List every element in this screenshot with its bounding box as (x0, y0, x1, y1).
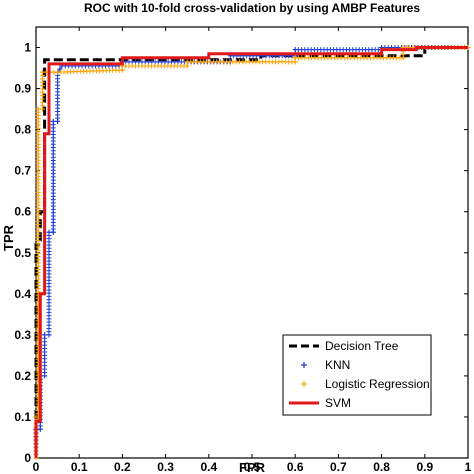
x-tick-label: 0.9 (416, 460, 433, 474)
y-tick-label: 0.5 (14, 246, 31, 260)
chart-title: ROC with 10-fold cross-validation by usi… (84, 1, 420, 15)
series-layer (33, 45, 471, 461)
y-tick-label: 0.7 (14, 164, 31, 178)
y-tick-label: 0.3 (14, 328, 31, 342)
legend-swatch (301, 381, 307, 387)
series-line (34, 46, 468, 458)
series-marker (46, 229, 52, 235)
x-tick-label: 0.7 (330, 460, 347, 474)
x-tick-label: 0.3 (157, 460, 174, 474)
series-marker (50, 118, 56, 124)
x-tick-label: 0.1 (71, 460, 88, 474)
legend-item: SVM (289, 396, 351, 410)
legend-swatch (301, 362, 307, 368)
y-tick-label: 0.6 (14, 205, 31, 219)
y-axis-label: TPR (1, 224, 16, 251)
series-marker (57, 66, 63, 72)
series-marker (42, 332, 48, 338)
y-tick-label: 1 (24, 41, 31, 55)
y-tick-label: 0.4 (14, 287, 31, 301)
legend-label: Logistic Regression (325, 377, 430, 391)
x-axis-label: FPR (239, 460, 266, 474)
legend-label: Decision Tree (325, 339, 399, 353)
x-tick-label: 0.8 (373, 460, 390, 474)
series-svm (34, 46, 468, 458)
y-tick-label: 0.9 (14, 82, 31, 96)
series-marker (35, 106, 41, 112)
y-tick-label: 0 (24, 451, 31, 465)
legend-item: KNN (301, 358, 350, 372)
legend-item: Decision Tree (289, 339, 399, 353)
y-tick-label: 0.1 (14, 410, 31, 424)
x-tick-label: 0.2 (114, 460, 131, 474)
x-tick-label: 0.4 (200, 460, 217, 474)
x-tick-label: 0.6 (287, 460, 304, 474)
x-tick-label: 1 (465, 460, 472, 474)
y-tick-label: 0.2 (14, 369, 31, 383)
legend: Decision Tree KNN Logistic Regression SVM (282, 334, 432, 416)
y-tick-label: 0.8 (14, 123, 31, 137)
legend-label: SVM (325, 396, 351, 410)
legend-item: Logistic Regression (301, 377, 430, 391)
legend-label: KNN (325, 358, 350, 372)
x-tick-label: 0.5 (244, 460, 261, 474)
x-tick-label: 0 (33, 460, 40, 474)
ticks: 0 0.1 0.2 0.3 0.4 0.5 0.6 0.7 0.8 0.9 1 0 0.1 0.2 0.3 0… (14, 27, 472, 474)
